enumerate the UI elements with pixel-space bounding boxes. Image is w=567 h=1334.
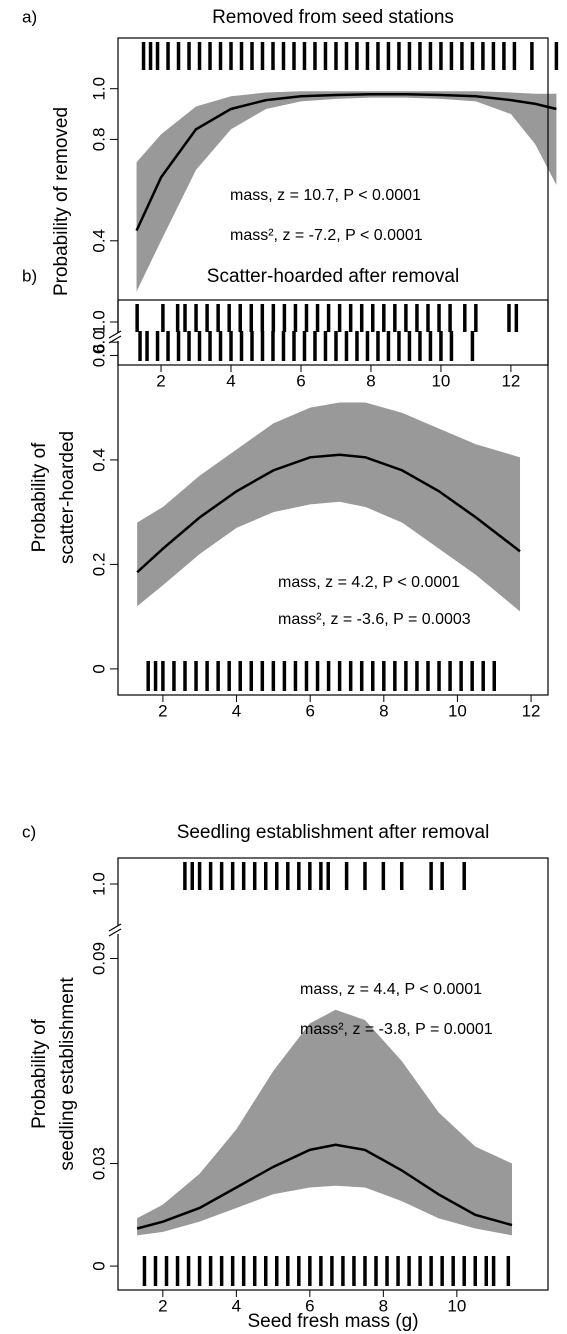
chart-title: Scatter-hoarded after removal xyxy=(207,266,459,287)
plot-frame xyxy=(117,299,549,696)
fit-line xyxy=(135,93,557,232)
chart-title: Removed from seed stations xyxy=(212,7,454,28)
y-tick-label: 0 xyxy=(89,1261,108,1270)
y-tick-label: 0 xyxy=(89,664,108,673)
x-tick-label: 8 xyxy=(366,371,375,390)
annotation: mass², z = -7.2, P < 0.0001 xyxy=(230,227,423,244)
axis-break xyxy=(108,928,122,937)
x-tick-label: 10 xyxy=(447,1296,466,1315)
y-tick-label: 0.09 xyxy=(89,942,108,975)
y-tick-label: 0.8 xyxy=(89,128,108,152)
x-tick-label: 4 xyxy=(232,1296,241,1315)
annotation: mass², z = -3.6, P = 0.0003 xyxy=(278,611,471,628)
plot-frame xyxy=(117,37,549,366)
x-tick-label: 8 xyxy=(379,701,388,720)
panel-label: c) xyxy=(22,822,36,841)
panel-label: b) xyxy=(22,266,37,285)
y-tick-label: 0.4 xyxy=(89,229,108,253)
y-tick-label: 1.0 xyxy=(89,872,108,896)
y-tick-label: 0.2 xyxy=(89,553,108,577)
axis-break xyxy=(108,330,122,339)
x-tick-label: 4 xyxy=(226,371,235,390)
annotation: mass, z = 4.4, P < 0.0001 xyxy=(300,981,482,998)
x-tick-label: 2 xyxy=(156,371,165,390)
fit-line xyxy=(136,1143,513,1230)
annotation: mass², z = -3.8, P = 0.0001 xyxy=(300,1021,493,1038)
y-axis-label: Probability of removed xyxy=(51,107,72,296)
chart-title: Seedling establishment after removal xyxy=(177,822,490,843)
y-axis-label: scatter-hoarded xyxy=(57,431,78,564)
x-tick-label: 8 xyxy=(379,1296,388,1315)
x-tick-label: 10 xyxy=(431,371,450,390)
axis-break-gap xyxy=(108,926,122,934)
axis-break xyxy=(108,923,122,932)
x-tick-label: 6 xyxy=(296,371,305,390)
x-tick-label: 2 xyxy=(158,701,167,720)
annotation: mass, z = 10.7, P < 0.0001 xyxy=(230,187,421,204)
y-tick-label: 1.0 xyxy=(89,310,108,334)
x-axis-label: Seed fresh mass (g) xyxy=(247,1311,418,1332)
y-tick-label: 0.03 xyxy=(89,1147,108,1180)
x-tick-label: 10 xyxy=(448,701,467,720)
y-tick-label: 0.6 xyxy=(89,344,108,368)
plot-frame xyxy=(117,857,549,1291)
x-tick-label: 4 xyxy=(232,701,241,720)
x-tick-label: 12 xyxy=(522,701,541,720)
y-axis-label: seedling establishment xyxy=(57,977,78,1171)
y-axis-label: Probability of xyxy=(29,442,50,553)
confidence-band xyxy=(137,1009,512,1236)
confidence-band xyxy=(137,402,521,612)
annotation: mass, z = 4.2, P < 0.0001 xyxy=(278,574,460,591)
axis-break xyxy=(108,335,122,344)
y-axis-label: Probability of xyxy=(29,1018,50,1129)
x-tick-label: 12 xyxy=(501,371,520,390)
y-tick-label: 0.0 xyxy=(89,330,108,354)
y-tick-label: 1.0 xyxy=(89,77,108,101)
x-tick-label: 6 xyxy=(305,1296,314,1315)
y-tick-label: 0.4 xyxy=(89,448,108,472)
x-tick-label: 2 xyxy=(158,1296,167,1315)
x-tick-label: 6 xyxy=(305,701,314,720)
fit-line xyxy=(136,453,521,574)
confidence-band xyxy=(136,91,557,292)
axis-break-gap xyxy=(108,333,122,341)
panel-label: a) xyxy=(22,7,37,26)
